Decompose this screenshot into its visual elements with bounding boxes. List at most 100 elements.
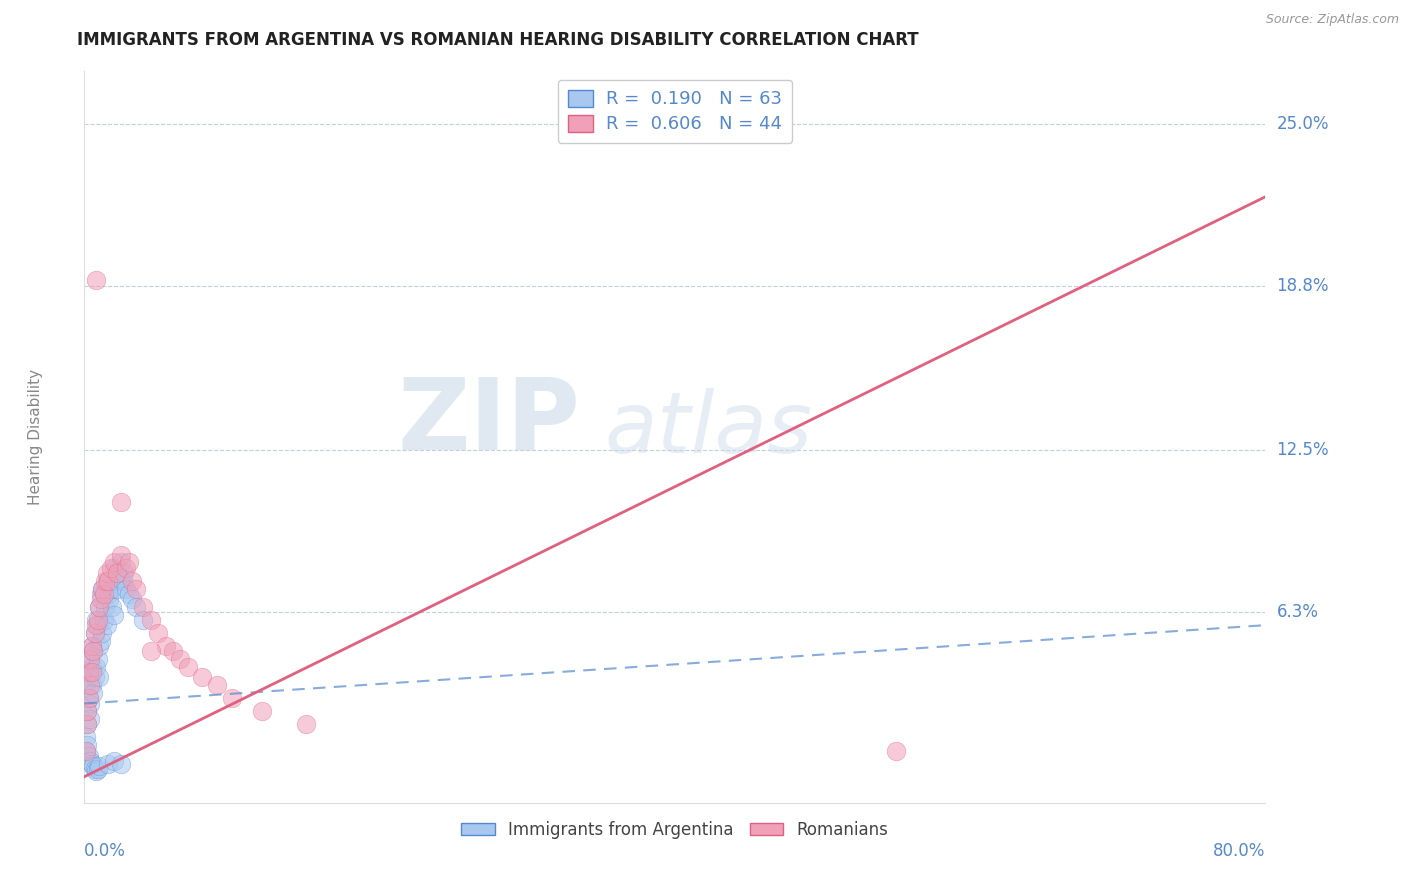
Point: [80, 756, 103, 771]
Point: [76, 739, 98, 753]
Point: [91, 626, 114, 640]
Point: [75, 743, 97, 757]
Point: [93, 613, 115, 627]
Point: [84, 273, 107, 287]
Point: [121, 574, 143, 588]
Text: 80.0%: 80.0%: [1213, 842, 1265, 860]
Point: [87, 670, 111, 684]
Point: [76, 705, 98, 719]
Point: [82, 644, 104, 658]
Point: [77, 748, 100, 763]
Text: 12.5%: 12.5%: [1277, 442, 1329, 459]
Point: [84, 660, 107, 674]
Point: [94, 574, 117, 588]
Point: [207, 678, 229, 692]
Point: [75, 743, 97, 757]
Text: 6.3%: 6.3%: [1277, 603, 1319, 621]
Text: 0.0%: 0.0%: [84, 842, 127, 860]
Point: [177, 660, 200, 674]
Point: [155, 639, 177, 653]
Point: [86, 762, 108, 776]
Point: [84, 618, 107, 632]
Point: [112, 566, 135, 580]
Point: [132, 613, 155, 627]
Point: [221, 691, 243, 706]
Point: [148, 626, 170, 640]
Point: [87, 759, 111, 773]
Point: [83, 626, 105, 640]
Point: [84, 613, 107, 627]
Point: [191, 670, 214, 684]
Text: 18.8%: 18.8%: [1277, 277, 1329, 294]
Point: [139, 613, 162, 627]
Point: [80, 665, 103, 680]
Point: [83, 670, 105, 684]
Point: [75, 731, 97, 745]
Text: IMMIGRANTS FROM ARGENTINA VS ROMANIAN HEARING DISABILITY CORRELATION CHART: IMMIGRANTS FROM ARGENTINA VS ROMANIAN HE…: [77, 31, 920, 49]
Point: [110, 756, 132, 771]
Point: [100, 560, 122, 574]
Point: [103, 556, 125, 570]
Point: [82, 644, 104, 658]
Point: [103, 560, 125, 574]
Text: 25.0%: 25.0%: [1277, 114, 1329, 133]
Point: [121, 592, 143, 607]
Text: Hearing Disability: Hearing Disability: [28, 369, 44, 505]
Point: [96, 566, 118, 580]
Point: [139, 644, 162, 658]
Point: [96, 574, 118, 588]
Point: [90, 592, 112, 607]
Point: [79, 678, 101, 692]
Point: [93, 587, 115, 601]
Point: [76, 717, 98, 731]
Point: [100, 582, 122, 596]
Point: [103, 607, 125, 622]
Legend: Immigrants from Argentina, Romanians: Immigrants from Argentina, Romanians: [454, 814, 896, 846]
Point: [97, 587, 120, 601]
Point: [118, 587, 141, 601]
Point: [86, 618, 108, 632]
Point: [105, 566, 128, 580]
Point: [79, 697, 101, 711]
Point: [295, 717, 318, 731]
Point: [80, 639, 103, 653]
Point: [86, 613, 108, 627]
Point: [79, 754, 101, 768]
Point: [83, 626, 105, 640]
Point: [97, 574, 120, 588]
Point: [76, 717, 98, 731]
Point: [86, 652, 108, 666]
Point: [79, 670, 101, 684]
Point: [125, 599, 148, 614]
Point: [250, 705, 273, 719]
Point: [79, 652, 101, 666]
Point: [79, 712, 101, 726]
Text: atlas: atlas: [605, 388, 813, 471]
Point: [108, 571, 131, 585]
Point: [118, 556, 141, 570]
Point: [114, 560, 136, 574]
Point: [77, 691, 100, 706]
Point: [132, 599, 155, 614]
Text: ZIP: ZIP: [398, 374, 581, 471]
Point: [84, 764, 107, 779]
Point: [110, 495, 132, 509]
Point: [80, 678, 103, 692]
Point: [114, 582, 136, 596]
Point: [83, 762, 105, 776]
Point: [80, 639, 103, 653]
Point: [82, 759, 104, 773]
Point: [91, 582, 114, 596]
Point: [77, 652, 100, 666]
Point: [94, 599, 117, 614]
Point: [87, 639, 111, 653]
Point: [98, 592, 121, 607]
Point: [90, 633, 112, 648]
Point: [111, 574, 134, 588]
Text: Source: ZipAtlas.com: Source: ZipAtlas.com: [1265, 13, 1399, 27]
Point: [82, 686, 104, 700]
Point: [87, 599, 111, 614]
Point: [75, 678, 97, 692]
Point: [90, 587, 112, 601]
Point: [169, 652, 191, 666]
